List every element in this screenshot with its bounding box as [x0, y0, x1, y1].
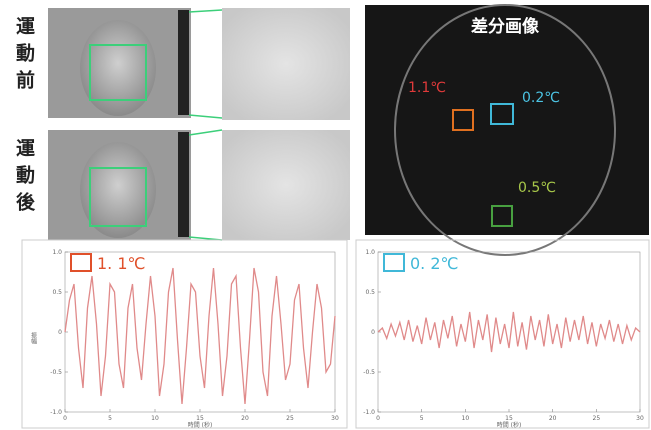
roi-label: 0.5℃	[518, 180, 556, 196]
x-tick-label: 0	[63, 415, 67, 422]
y-tick-label: 0	[371, 329, 375, 336]
row-label: 運動前	[13, 16, 35, 97]
roi-box	[491, 205, 513, 227]
chart-frame	[355, 239, 650, 429]
zoom-image	[222, 8, 350, 120]
x-tick-label: 5	[420, 415, 424, 422]
x-tick-label: 10	[151, 415, 159, 422]
plot-area	[377, 251, 641, 413]
y-tick-label: -0.5	[363, 369, 375, 376]
y-tick-label: -1.0	[363, 409, 375, 416]
y-tick-label: 0.5	[52, 289, 62, 296]
face-outline	[394, 4, 616, 256]
diff-background	[365, 5, 649, 235]
x-tick-label: 10	[462, 415, 470, 422]
y-tick-label: 0.5	[365, 289, 375, 296]
y-tick-label: -0.5	[50, 369, 62, 376]
zoom-image	[222, 130, 350, 240]
roi-label: 1.1℃	[408, 80, 446, 96]
legend-swatch	[70, 253, 92, 272]
x-tick-label: 15	[505, 415, 513, 422]
x-tick-label: 15	[196, 415, 204, 422]
y-tick-label: 0	[58, 329, 62, 336]
x-axis-label: 時間 (秒)	[188, 421, 213, 429]
face	[80, 20, 156, 116]
legend-label: 0. 2℃	[410, 254, 459, 273]
series-line	[64, 267, 336, 405]
x-tick-label: 25	[593, 415, 601, 422]
x-tick-label: 20	[549, 415, 557, 422]
y-tick-label: -1.0	[50, 409, 62, 416]
x-tick-label: 0	[376, 415, 380, 422]
scale-bar	[178, 132, 189, 237]
y-tick-label: 1.0	[52, 249, 62, 256]
x-tick-label: 5	[108, 415, 112, 422]
x-tick-label: 30	[331, 415, 339, 422]
y-axis-label: 振幅	[30, 331, 37, 345]
after-row	[48, 129, 350, 241]
legend-label: 1. 1℃	[97, 254, 146, 273]
zoom-line	[188, 114, 223, 119]
zoom-line	[188, 9, 223, 13]
roi-box	[89, 44, 147, 101]
zoom-line	[188, 129, 223, 136]
face	[80, 142, 156, 238]
x-tick-label: 20	[241, 415, 249, 422]
x-axis-label: 時間 (秒)	[497, 421, 522, 429]
x-tick-label: 25	[286, 415, 294, 422]
roi-box	[490, 103, 514, 125]
roi-label: 0.2℃	[522, 90, 560, 106]
roi-box	[89, 167, 147, 227]
scale-bar	[178, 10, 189, 115]
chart-frame	[21, 239, 348, 429]
series-line	[377, 311, 641, 353]
roi-box	[452, 109, 474, 131]
difference-image: 差分画像 1.1℃ 0.2℃ 0.5℃	[365, 4, 649, 256]
before-row	[48, 8, 350, 120]
plot-area	[64, 251, 336, 413]
diff-title: 差分画像	[471, 16, 540, 37]
x-tick-label: 30	[636, 415, 644, 422]
y-tick-label: 1.0	[365, 249, 375, 256]
legend-swatch	[383, 253, 405, 272]
row-label: 運動後	[13, 138, 35, 219]
